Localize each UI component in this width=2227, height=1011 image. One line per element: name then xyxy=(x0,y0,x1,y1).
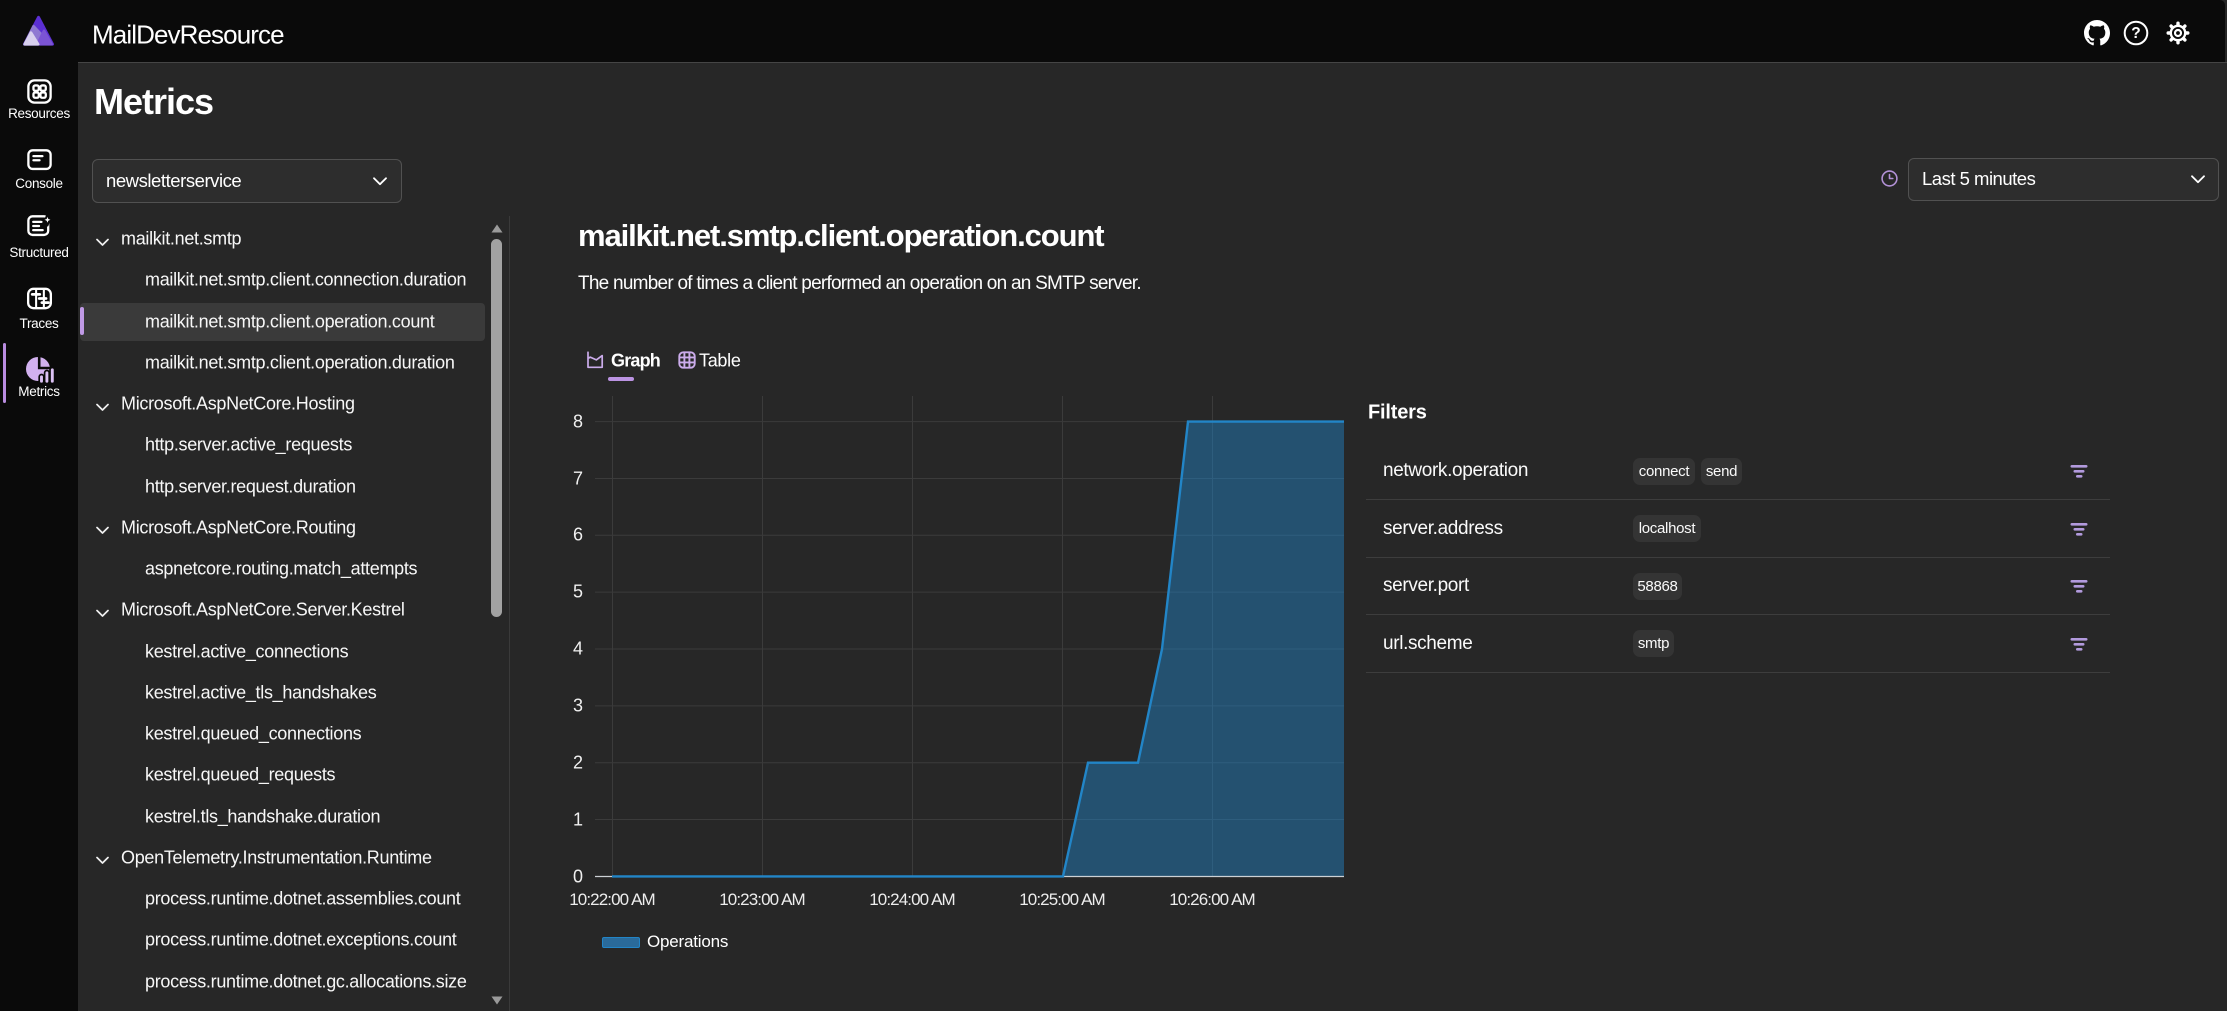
svg-text:?: ? xyxy=(2131,25,2140,42)
